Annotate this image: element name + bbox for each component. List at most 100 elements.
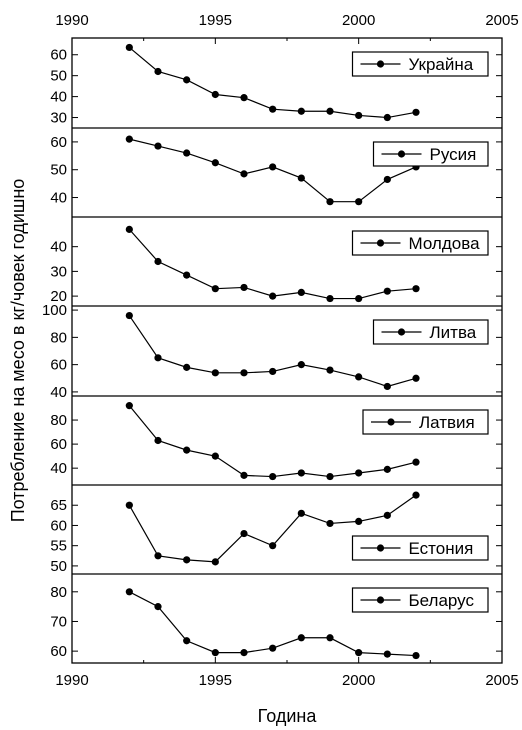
y-tick-label: 70	[50, 613, 67, 630]
data-point	[326, 366, 334, 374]
data-point	[326, 198, 334, 206]
data-point	[154, 552, 162, 560]
legend: Беларус	[351, 587, 489, 613]
panel-6: 60 70 80 Беларус	[50, 573, 502, 660]
x-tick-label-bottom: 1995	[199, 672, 232, 689]
data-point	[269, 542, 277, 550]
data-point	[125, 225, 133, 233]
y-tick-label: 60	[50, 134, 67, 151]
data-point	[355, 373, 363, 381]
y-tick-label: 20	[50, 288, 67, 305]
data-point	[154, 142, 162, 150]
data-point	[326, 519, 334, 528]
legend: Русия	[372, 141, 489, 167]
data-point	[383, 382, 391, 391]
data-point	[183, 637, 191, 645]
data-point	[355, 111, 363, 120]
panel-3: 40 60 80 100 Литва	[42, 302, 502, 401]
x-tick-label-top: 2005	[485, 12, 518, 29]
y-tick-label: 40	[50, 384, 67, 401]
data-point	[326, 294, 334, 303]
data-point	[183, 556, 191, 564]
data-point	[154, 436, 162, 445]
data-point	[154, 603, 162, 611]
data-point	[211, 452, 219, 460]
legend-marker	[397, 150, 406, 158]
data-point	[383, 511, 391, 519]
data-point	[240, 529, 248, 538]
legend: Латвия	[362, 409, 489, 435]
data-point	[211, 558, 219, 566]
y-tick-label: 60	[50, 517, 67, 534]
x-tick-label-bottom: 2005	[485, 672, 518, 689]
data-point	[125, 501, 133, 509]
data-point	[240, 649, 248, 657]
data-point	[326, 472, 334, 481]
data-point	[183, 149, 191, 157]
data-point	[125, 135, 133, 143]
y-tick-label: 40	[50, 239, 67, 256]
y-tick-label: 100	[42, 302, 67, 319]
y-tick-label: 50	[50, 558, 67, 575]
data-point	[297, 288, 305, 297]
data-point	[412, 491, 420, 499]
legend: Украйна	[351, 51, 489, 77]
data-point	[269, 472, 277, 481]
data-point	[297, 107, 305, 115]
legend-label: Естония	[409, 539, 474, 558]
legend-label: Украйна	[409, 55, 474, 74]
legend: Молдова	[351, 230, 489, 256]
data-point	[355, 649, 363, 657]
legend-label: Латвия	[419, 413, 475, 432]
data-point	[412, 285, 420, 293]
plot-frame	[71, 37, 503, 664]
data-point	[125, 311, 133, 320]
data-point	[383, 175, 391, 184]
panel-0: 30 40 50 60 Украйна	[50, 43, 502, 127]
data-point	[240, 94, 248, 102]
y-tick-label: 40	[50, 190, 67, 207]
legend-marker	[376, 544, 385, 552]
y-tick-label: 40	[50, 89, 67, 106]
y-tick-label: 60	[50, 47, 67, 64]
y-tick-label: 60	[50, 643, 67, 660]
y-tick-label: 80	[50, 329, 67, 346]
y-tick-label: 80	[50, 412, 67, 429]
legend-label: Молдова	[409, 234, 481, 253]
legend-marker	[376, 596, 385, 604]
data-point	[297, 509, 305, 517]
data-point	[355, 469, 363, 477]
data-point	[412, 108, 420, 116]
x-tick-label-bottom: 1990	[55, 672, 88, 689]
legend-marker	[376, 239, 385, 247]
data-point	[211, 649, 219, 657]
data-point	[211, 90, 219, 99]
legend-label: Русия	[430, 145, 477, 164]
x-tick-label-top: 1995	[199, 12, 232, 29]
data-point	[412, 458, 420, 466]
data-point	[240, 471, 248, 479]
data-point	[125, 588, 133, 596]
legend-marker	[376, 60, 385, 68]
data-point	[269, 644, 277, 652]
data-point	[297, 174, 305, 182]
data-point	[240, 369, 248, 377]
data-point	[355, 517, 363, 526]
data-point	[211, 159, 219, 167]
data-point	[183, 446, 191, 454]
data-point	[240, 283, 248, 292]
data-point	[269, 105, 277, 113]
data-point	[183, 271, 191, 279]
legend: Литва	[372, 319, 489, 345]
data-point	[269, 367, 277, 376]
data-point	[297, 469, 305, 477]
y-tick-label: 60	[50, 357, 67, 374]
x-axis-label: Година	[258, 706, 318, 726]
panel-1: 40 50 60 Русия	[50, 127, 502, 207]
legend-marker	[387, 418, 395, 426]
data-point	[383, 287, 391, 295]
data-point	[355, 198, 363, 206]
x-tick-label-bottom: 2000	[342, 672, 375, 689]
data-point	[154, 257, 162, 266]
